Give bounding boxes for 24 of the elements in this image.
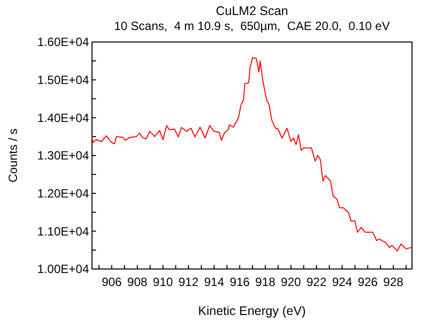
line-series [92,57,412,252]
y-axis-title: Counts / s [6,128,20,183]
x-tick-label: 906 [102,275,122,289]
x-tick-label: 920 [280,275,302,289]
x-tick-label: 922 [306,275,327,289]
y-tick-label: 1.50E+04 [37,73,90,88]
x-tick-label: 914 [204,275,224,289]
x-tick-label: 918 [255,275,276,289]
x-tick-label: 916 [230,275,250,289]
y-tick-label: 1.00E+04 [37,262,90,276]
x-tick-label: 926 [358,275,378,289]
y-tick-label: 1.40E+04 [37,110,90,125]
y-tick-label: 1.10E+04 [37,224,90,238]
chart-title: CuLM2 Scan [216,4,288,18]
y-tick-label: 1.60E+04 [37,35,90,50]
x-tick-label: 912 [178,275,199,289]
chart-subtitle: 10 Scans, 4 m 10.9 s, 650µm, CAE 20.0, 0.10 eV [114,19,390,33]
y-tick-label: 1.20E+04 [37,186,90,201]
y-tick-label: 1.30E+04 [37,148,90,163]
x-axis-title: Kinetic Energy (eV) [198,304,306,318]
x-tick-label: 924 [332,275,352,289]
x-tick-label: 908 [127,275,148,289]
x-tick-label: 910 [152,275,174,289]
x-tick-label: 928 [383,275,404,289]
